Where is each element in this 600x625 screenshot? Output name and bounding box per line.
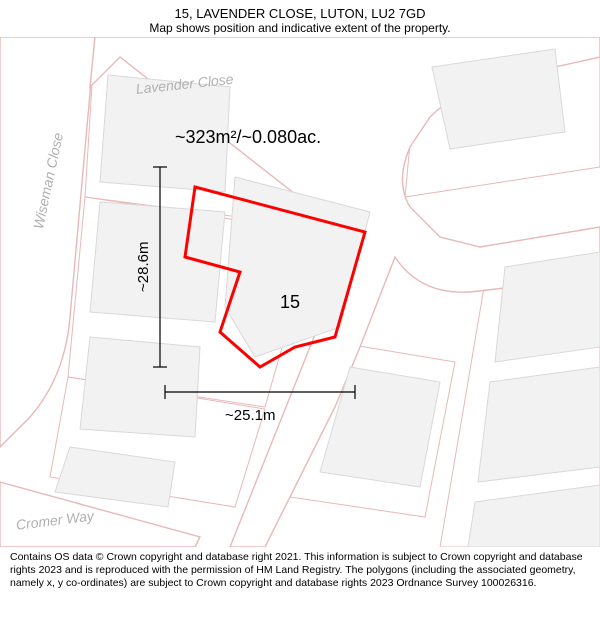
page-title: 15, LAVENDER CLOSE, LUTON, LU2 7GD	[10, 6, 590, 21]
header: 15, LAVENDER CLOSE, LUTON, LU2 7GD Map s…	[0, 0, 600, 37]
building-7	[478, 367, 600, 482]
building-5	[432, 49, 565, 149]
dimension-vertical-label: ~28.6m	[135, 242, 152, 292]
plot-number: 15	[280, 292, 300, 313]
map-canvas: ~323m²/~0.080ac. 15 ~28.6m ~25.1m Wisema…	[0, 37, 600, 547]
area-label: ~323m²/~0.080ac.	[175, 127, 321, 148]
building-2	[80, 337, 200, 437]
page-subtitle: Map shows position and indicative extent…	[10, 21, 590, 35]
dimension-horizontal-label: ~25.1m	[225, 407, 275, 424]
building-6	[495, 252, 600, 362]
footer-copyright: Contains OS data © Crown copyright and d…	[0, 547, 600, 594]
